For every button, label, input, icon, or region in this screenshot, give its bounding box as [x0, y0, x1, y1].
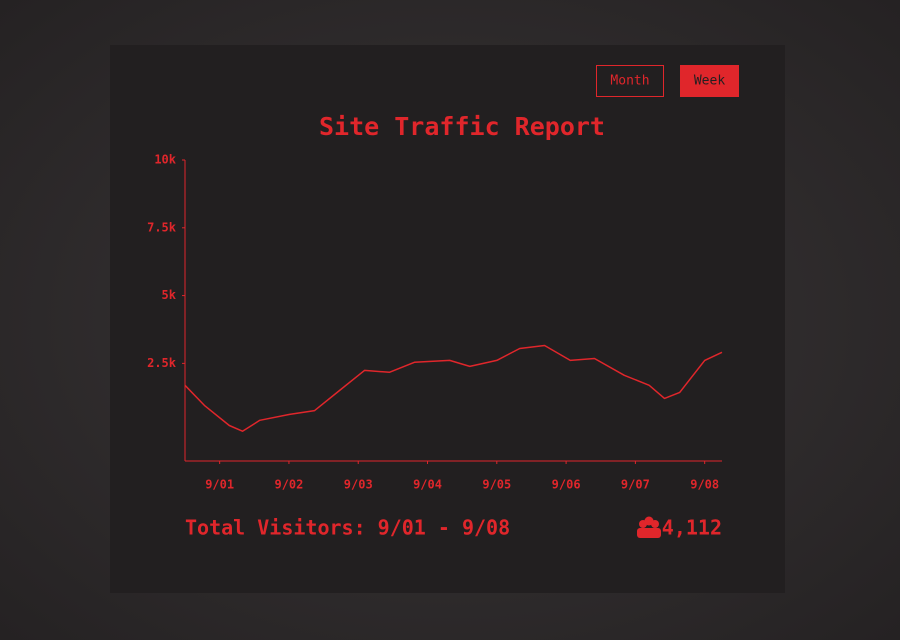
chart-title: Site Traffic Report [319, 112, 605, 141]
x-tick-label: 9/04 [413, 478, 442, 492]
traffic-line [184, 344, 723, 432]
y-tick-label: 2.5k [147, 356, 177, 370]
month-button[interactable] [596, 65, 664, 97]
panel [110, 45, 785, 593]
footer-label: Total Visitors: 9/01 - 9/08 [185, 516, 510, 540]
y-tick-label: 10k [154, 153, 176, 167]
y-tick-label: 5k [162, 288, 177, 302]
x-tick-label: 9/05 [482, 478, 511, 492]
x-tick-label: 9/03 [344, 478, 373, 492]
week-button-label[interactable]: Week [694, 74, 725, 89]
x-tick-label: 9/07 [621, 478, 650, 492]
x-tick-label: 9/02 [274, 478, 303, 492]
week-button[interactable] [680, 65, 739, 97]
x-tick-label: 9/01 [205, 478, 234, 492]
x-tick-label: 9/06 [552, 478, 581, 492]
x-tick-label: 9/08 [690, 478, 719, 492]
y-tick-label: 7.5k [147, 220, 177, 234]
visitors-icon [637, 516, 661, 538]
month-button-label[interactable]: Month [610, 74, 649, 89]
total-visitors: 4,112 [662, 516, 722, 540]
